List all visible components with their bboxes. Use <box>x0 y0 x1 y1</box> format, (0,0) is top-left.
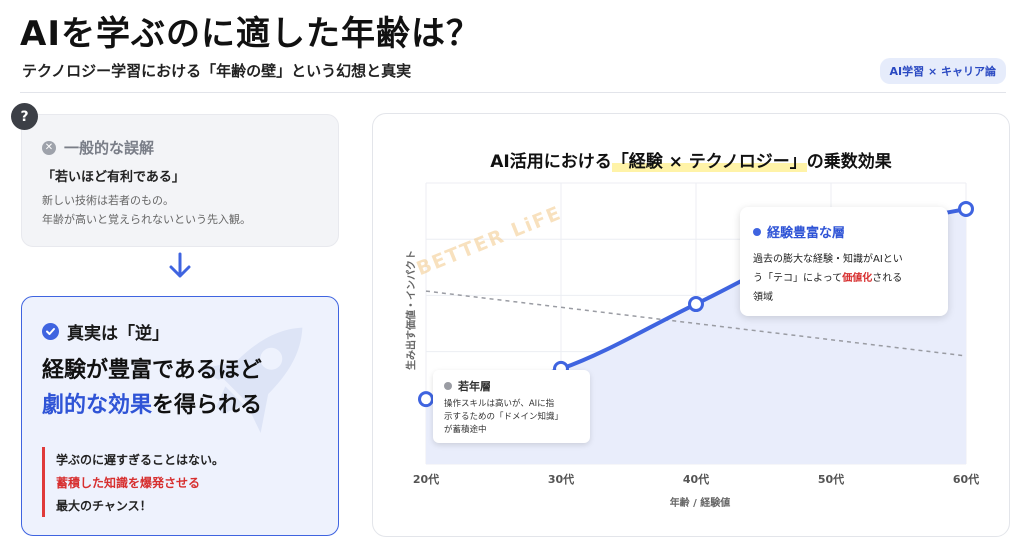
note-accent-bar <box>42 447 45 517</box>
x-tick-label: 30代 <box>547 473 575 486</box>
experienced-callout <box>740 207 948 316</box>
y-axis-label: 生み出す価値・インパクト <box>406 250 418 370</box>
young-callout-line-3: が蓄積途中 <box>444 425 487 435</box>
chart-title-highlight: 「経験 × テクノロジー」 <box>611 152 807 172</box>
x-axis-label: 年齢 / 経験値 <box>669 498 731 509</box>
close-circle-icon: ✕ <box>42 140 56 155</box>
data-point-60代 <box>958 200 974 217</box>
misconception-card <box>21 114 339 247</box>
experienced-line2-red: 価値化 <box>842 273 873 284</box>
truth-statement-rest: を得られる <box>152 393 263 418</box>
note-line-1: 学ぶのに遅すぎることはない。 <box>56 453 225 467</box>
truth-statement-line-2: 劇的な効果を得られる <box>42 387 262 419</box>
experienced-callout-line-1: 過去の膨大な経験・知識がAIとい <box>753 254 903 265</box>
young-callout-line-1: 操作スキルは高いが、AIに指 <box>444 399 555 409</box>
page-subtitle: テクノロジー学習における「年齢の壁」という幻想と真実 <box>22 62 412 80</box>
data-point-40代 <box>688 296 704 313</box>
gray-dot-icon <box>444 382 452 390</box>
young-callout <box>433 370 590 443</box>
dashed-trend-line <box>425 290 967 357</box>
note-line-2: 蓄積した知識を爆発させる <box>56 476 201 490</box>
truth-emphasis: 劇的な効果 <box>42 393 153 418</box>
chart-title: AI活用における「経験 × テクノロジー」の乗数効果 <box>372 147 1010 172</box>
misconception-line-1: 新しい技術は若者のもの。 <box>42 194 174 207</box>
misconception-line-2: 年齢が高いと覚えられないという先入観。 <box>42 213 251 226</box>
chart-title-prefix: AI活用における <box>490 152 612 172</box>
young-title-label: 若年層 <box>458 380 491 393</box>
experienced-callout-line-3: 領域 <box>753 292 773 303</box>
experienced-callout-line-2: う「テコ」によって価値化される <box>753 269 902 284</box>
truth-statement-line-1: 経験が豊富であるほど <box>42 358 262 383</box>
young-callout-title: 若年層 <box>444 378 491 394</box>
note-line-3: 最大のチャンス！ <box>56 499 152 513</box>
x-tick-label: 50代 <box>817 473 845 486</box>
experienced-line2-post: される <box>872 273 903 284</box>
page-title: AIを学ぶのに適した年齢は？ <box>20 14 481 54</box>
experienced-line2-pre: う「テコ」によって <box>753 273 843 284</box>
x-tick-label: 60代 <box>952 473 980 486</box>
x-tick-label: 20代 <box>412 473 440 486</box>
topic-tag: AI学習 × キャリア論 <box>879 58 1006 84</box>
blue-dot-icon <box>753 227 761 236</box>
check-circle-icon <box>42 323 59 340</box>
arrow-down-icon <box>169 252 191 278</box>
truth-heading-label: 真実は「逆」 <box>67 324 169 344</box>
misconception-heading-label: 一般的な誤解 <box>64 139 155 157</box>
rocket-icon <box>197 327 303 433</box>
x-tick-label: 40代 <box>682 473 710 486</box>
question-badge: ? <box>11 103 38 130</box>
data-point-20代 <box>418 391 434 408</box>
misconception-heading: ✕ 一般的な誤解 <box>42 137 154 158</box>
truth-heading: 真実は「逆」 <box>42 319 169 344</box>
young-callout-line-2: 示するための「ドメイン知識」 <box>444 412 564 422</box>
experienced-title-label: 経験豊富な層 <box>767 226 846 241</box>
misconception-quote: 「若いほど有利である」 <box>42 170 185 185</box>
chart-title-suffix: の乗数効果 <box>806 152 892 172</box>
experienced-callout-title: 経験豊富な層 <box>753 222 845 241</box>
header-divider <box>20 92 1006 93</box>
